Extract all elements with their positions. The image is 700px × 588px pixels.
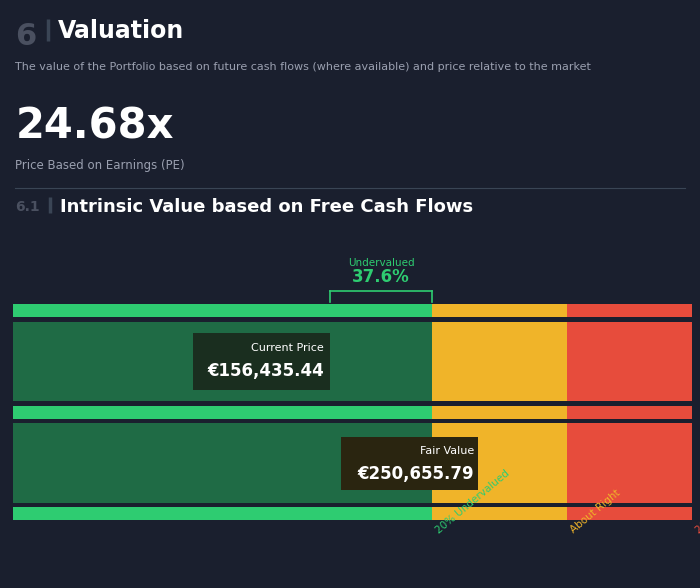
Bar bbox=[432, 423, 567, 503]
Bar bbox=[432, 507, 567, 520]
Bar bbox=[13, 406, 432, 419]
Bar bbox=[567, 322, 692, 401]
Text: 6.1: 6.1 bbox=[15, 200, 40, 214]
Text: €250,655.79: €250,655.79 bbox=[358, 465, 474, 483]
Bar bbox=[13, 304, 432, 317]
Text: 37.6%: 37.6% bbox=[352, 268, 410, 286]
Text: €156,435.44: €156,435.44 bbox=[207, 362, 324, 380]
Bar bbox=[567, 507, 692, 520]
Bar bbox=[13, 507, 432, 520]
Text: Undervalued: Undervalued bbox=[348, 258, 414, 268]
Text: Current Price: Current Price bbox=[251, 343, 324, 353]
Text: Valuation: Valuation bbox=[57, 19, 183, 43]
Text: 20% Overvalued: 20% Overvalued bbox=[694, 472, 700, 535]
Text: Intrinsic Value based on Free Cash Flows: Intrinsic Value based on Free Cash Flows bbox=[60, 198, 473, 216]
Bar bbox=[13, 423, 432, 503]
Text: About Right: About Right bbox=[569, 488, 622, 535]
Bar bbox=[13, 322, 432, 401]
Bar bbox=[341, 436, 477, 489]
Text: 24.68x: 24.68x bbox=[15, 106, 174, 148]
Text: Price Based on Earnings (PE): Price Based on Earnings (PE) bbox=[15, 159, 185, 172]
Text: 20% Undervalued: 20% Undervalued bbox=[434, 467, 512, 535]
Text: The value of the Portfolio based on future cash flows (where available) and pric: The value of the Portfolio based on futu… bbox=[15, 62, 592, 72]
Text: Fair Value: Fair Value bbox=[420, 446, 474, 456]
Text: 6: 6 bbox=[15, 22, 36, 51]
Bar bbox=[432, 304, 567, 317]
Bar bbox=[567, 406, 692, 419]
Bar bbox=[193, 332, 330, 390]
Bar bbox=[567, 423, 692, 503]
Bar bbox=[432, 406, 567, 419]
Bar bbox=[567, 304, 692, 317]
Bar bbox=[432, 322, 567, 401]
